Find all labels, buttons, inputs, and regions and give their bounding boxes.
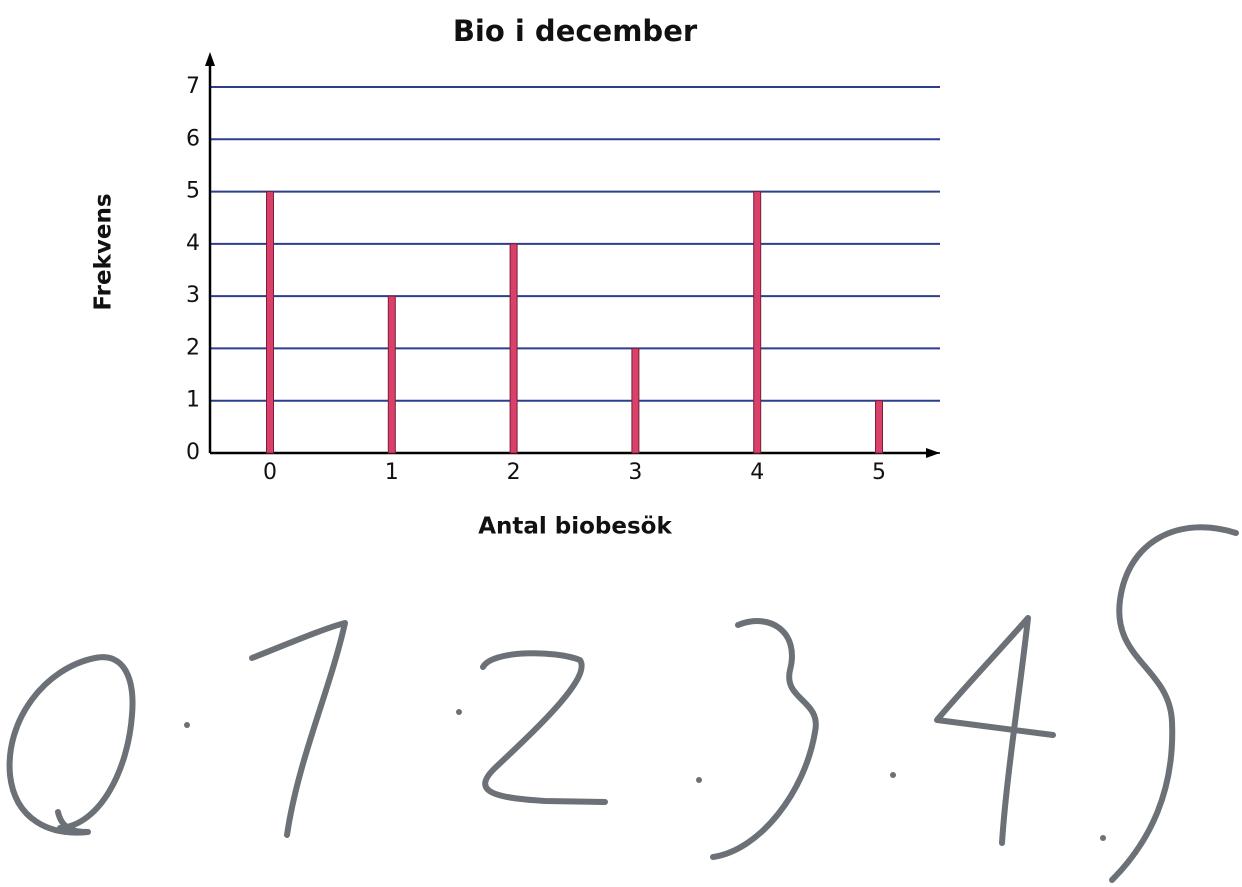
- y-tick-label: 3: [186, 283, 200, 308]
- bar: [387, 295, 396, 454]
- bar: [875, 400, 883, 454]
- y-tick-label: 0: [186, 440, 200, 465]
- bar: [631, 347, 640, 454]
- bar: [266, 191, 274, 454]
- y-tick-label: 7: [186, 74, 200, 99]
- handwriting: [6, 524, 1239, 883]
- y-axis-label: Frekvens: [91, 193, 117, 310]
- x-tick-label: 4: [750, 460, 764, 485]
- x-tick-label: 3: [628, 460, 642, 485]
- x-axis-arrow: [926, 448, 940, 458]
- y-tick-label: 2: [186, 335, 200, 360]
- y-tick-label: 6: [186, 126, 200, 151]
- bar: [509, 243, 518, 454]
- y-tick-label: 4: [186, 231, 200, 256]
- bar: [753, 191, 762, 454]
- x-axis-label: Antal biobesök: [478, 514, 672, 540]
- x-tick-label: 1: [385, 460, 399, 485]
- y-tick-label: 5: [186, 179, 200, 204]
- x-tick-label: 0: [263, 460, 277, 485]
- y-axis-arrow: [205, 52, 215, 66]
- x-tick-label: 2: [507, 460, 521, 485]
- chart-title: Bio i december: [453, 14, 698, 48]
- y-tick-label: 1: [186, 388, 200, 413]
- x-tick-label: 5: [872, 460, 886, 485]
